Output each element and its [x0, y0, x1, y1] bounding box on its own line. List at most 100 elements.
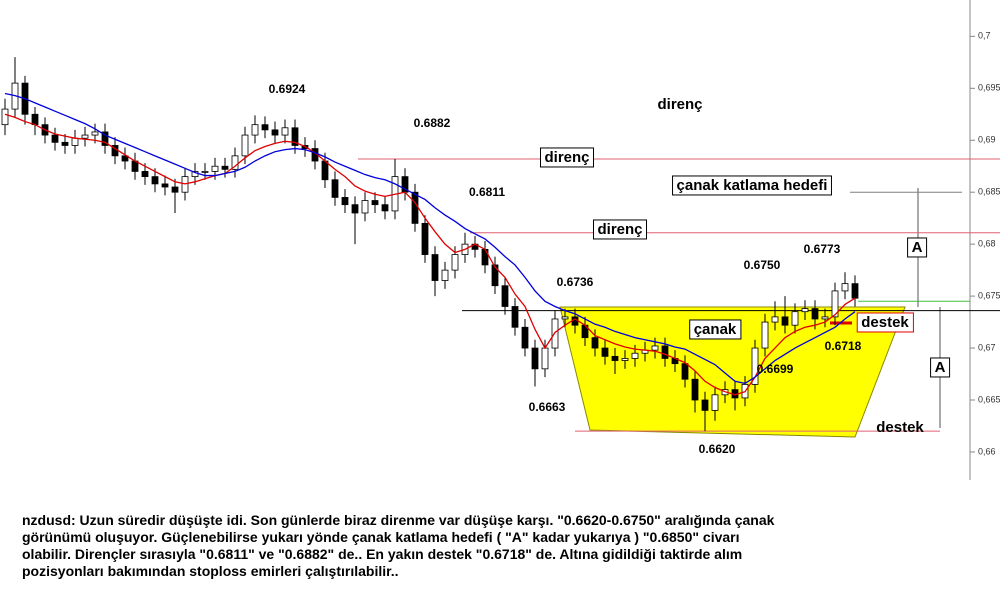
candle-body [651, 345, 659, 351]
price-annotation: 0.6663 [529, 400, 566, 414]
candle-body [691, 378, 699, 401]
label-box [539, 147, 595, 168]
candle-body [351, 204, 359, 214]
candle-body [621, 358, 629, 361]
description-line: pozisyonları bakımından stoploss emirler… [22, 563, 399, 579]
candle-body [161, 183, 169, 188]
price-annotation: 0.6811 [469, 185, 505, 199]
description-line: olabilir. Dirençler sırasıyla "0.6811" v… [22, 546, 743, 562]
description: nzdusd: Uzun süredir düşüşte idi. Son gü… [22, 512, 774, 580]
y-tick-label: 0,68 [978, 239, 996, 249]
y-tick-label: 0,7 [978, 31, 991, 41]
candle-body [611, 355, 619, 361]
candle-body [681, 363, 689, 380]
candle-body [341, 197, 349, 206]
moving-average [4, 113, 856, 396]
candle-body [331, 179, 339, 198]
price-annotation: 0.6699 [757, 362, 794, 376]
y-tick-label: 0,685 [978, 187, 1000, 197]
candle-body [771, 316, 779, 323]
candle-body [821, 316, 829, 320]
candle-body [231, 155, 239, 170]
candle-body [511, 306, 519, 328]
label-box [592, 219, 648, 240]
candle-body [151, 176, 159, 185]
candle-body [81, 134, 89, 139]
y-tick-label: 0,665 [978, 394, 1000, 404]
candle-body [141, 171, 149, 178]
candle-body [261, 124, 269, 131]
candle-body [491, 264, 499, 287]
candle-body [521, 326, 529, 349]
candle-body [171, 186, 179, 193]
candle-body [811, 308, 819, 320]
candle-body [371, 200, 379, 206]
candle-body [411, 191, 419, 224]
candle-body [791, 311, 799, 326]
label-box [672, 175, 832, 196]
candle-body [121, 155, 129, 162]
candle-body [211, 165, 219, 172]
candle-body [751, 347, 759, 385]
label-box [856, 312, 914, 333]
moving-average [4, 92, 856, 385]
candle-body [221, 165, 229, 170]
price-annotation: 0.6620 [699, 442, 736, 456]
candle-body [591, 337, 599, 349]
candle-body [61, 141, 69, 146]
label: direnç [597, 221, 642, 238]
candle-body [201, 171, 209, 173]
price-annotation: 0.6924 [269, 82, 306, 96]
y-tick-label: 0,675 [978, 290, 1000, 300]
price-annotation: 0.6773 [804, 242, 841, 256]
label-box [907, 237, 928, 258]
candle-body [701, 399, 709, 411]
candle-body [711, 394, 719, 411]
candle-body [801, 308, 809, 313]
y-tick-label: 0,67 [978, 342, 996, 352]
candle-body [321, 160, 329, 181]
candle-body [431, 254, 439, 281]
candle-body [531, 347, 539, 370]
candle-body [421, 222, 429, 255]
label-box [689, 319, 742, 340]
price-annotation: 0.6882 [414, 116, 451, 130]
candle-body [501, 285, 509, 307]
label-box [930, 357, 951, 378]
description-line: görünümü oluşuyor. Güçlenebilirse yukarı… [22, 529, 740, 545]
y-tick-label: 0,66 [978, 446, 996, 456]
candle-body [251, 124, 259, 136]
candle-body [781, 316, 789, 326]
candle-body [841, 283, 849, 292]
candle-body [661, 345, 669, 359]
candle-body [601, 347, 609, 357]
candle-body [271, 129, 279, 136]
candle-body [1, 108, 9, 126]
label: direnç [657, 96, 702, 113]
candle-body [451, 254, 459, 271]
candle-body [361, 200, 369, 214]
candle-body [831, 290, 839, 318]
candle-body [481, 248, 489, 266]
candle-body [561, 316, 569, 320]
price-annotation: 0.6750 [744, 258, 781, 272]
candle-body [291, 127, 299, 146]
label: direnç [544, 149, 589, 166]
candle-body [441, 269, 449, 281]
label: çanak katlama hedefi [677, 177, 828, 194]
candle-body [71, 137, 79, 146]
label: A [912, 239, 923, 256]
candle-body [571, 316, 579, 326]
candle-body [101, 131, 109, 146]
candle-body [51, 134, 59, 143]
candle-body [851, 283, 859, 299]
price-annotation: 0.6718 [825, 339, 862, 353]
description-line: nzdusd: Uzun süredir düşüşte idi. Son gü… [22, 512, 775, 528]
label: A [935, 359, 946, 376]
chart: 0,66 0,665 0,67 0,675 0,68 0,685 0,69 0,695 0,7 0… [1, 0, 1000, 480]
candle-body [631, 352, 639, 359]
candle-body [281, 127, 289, 136]
y-tick-label: 0,695 [978, 83, 1000, 93]
candle-body [381, 204, 389, 212]
